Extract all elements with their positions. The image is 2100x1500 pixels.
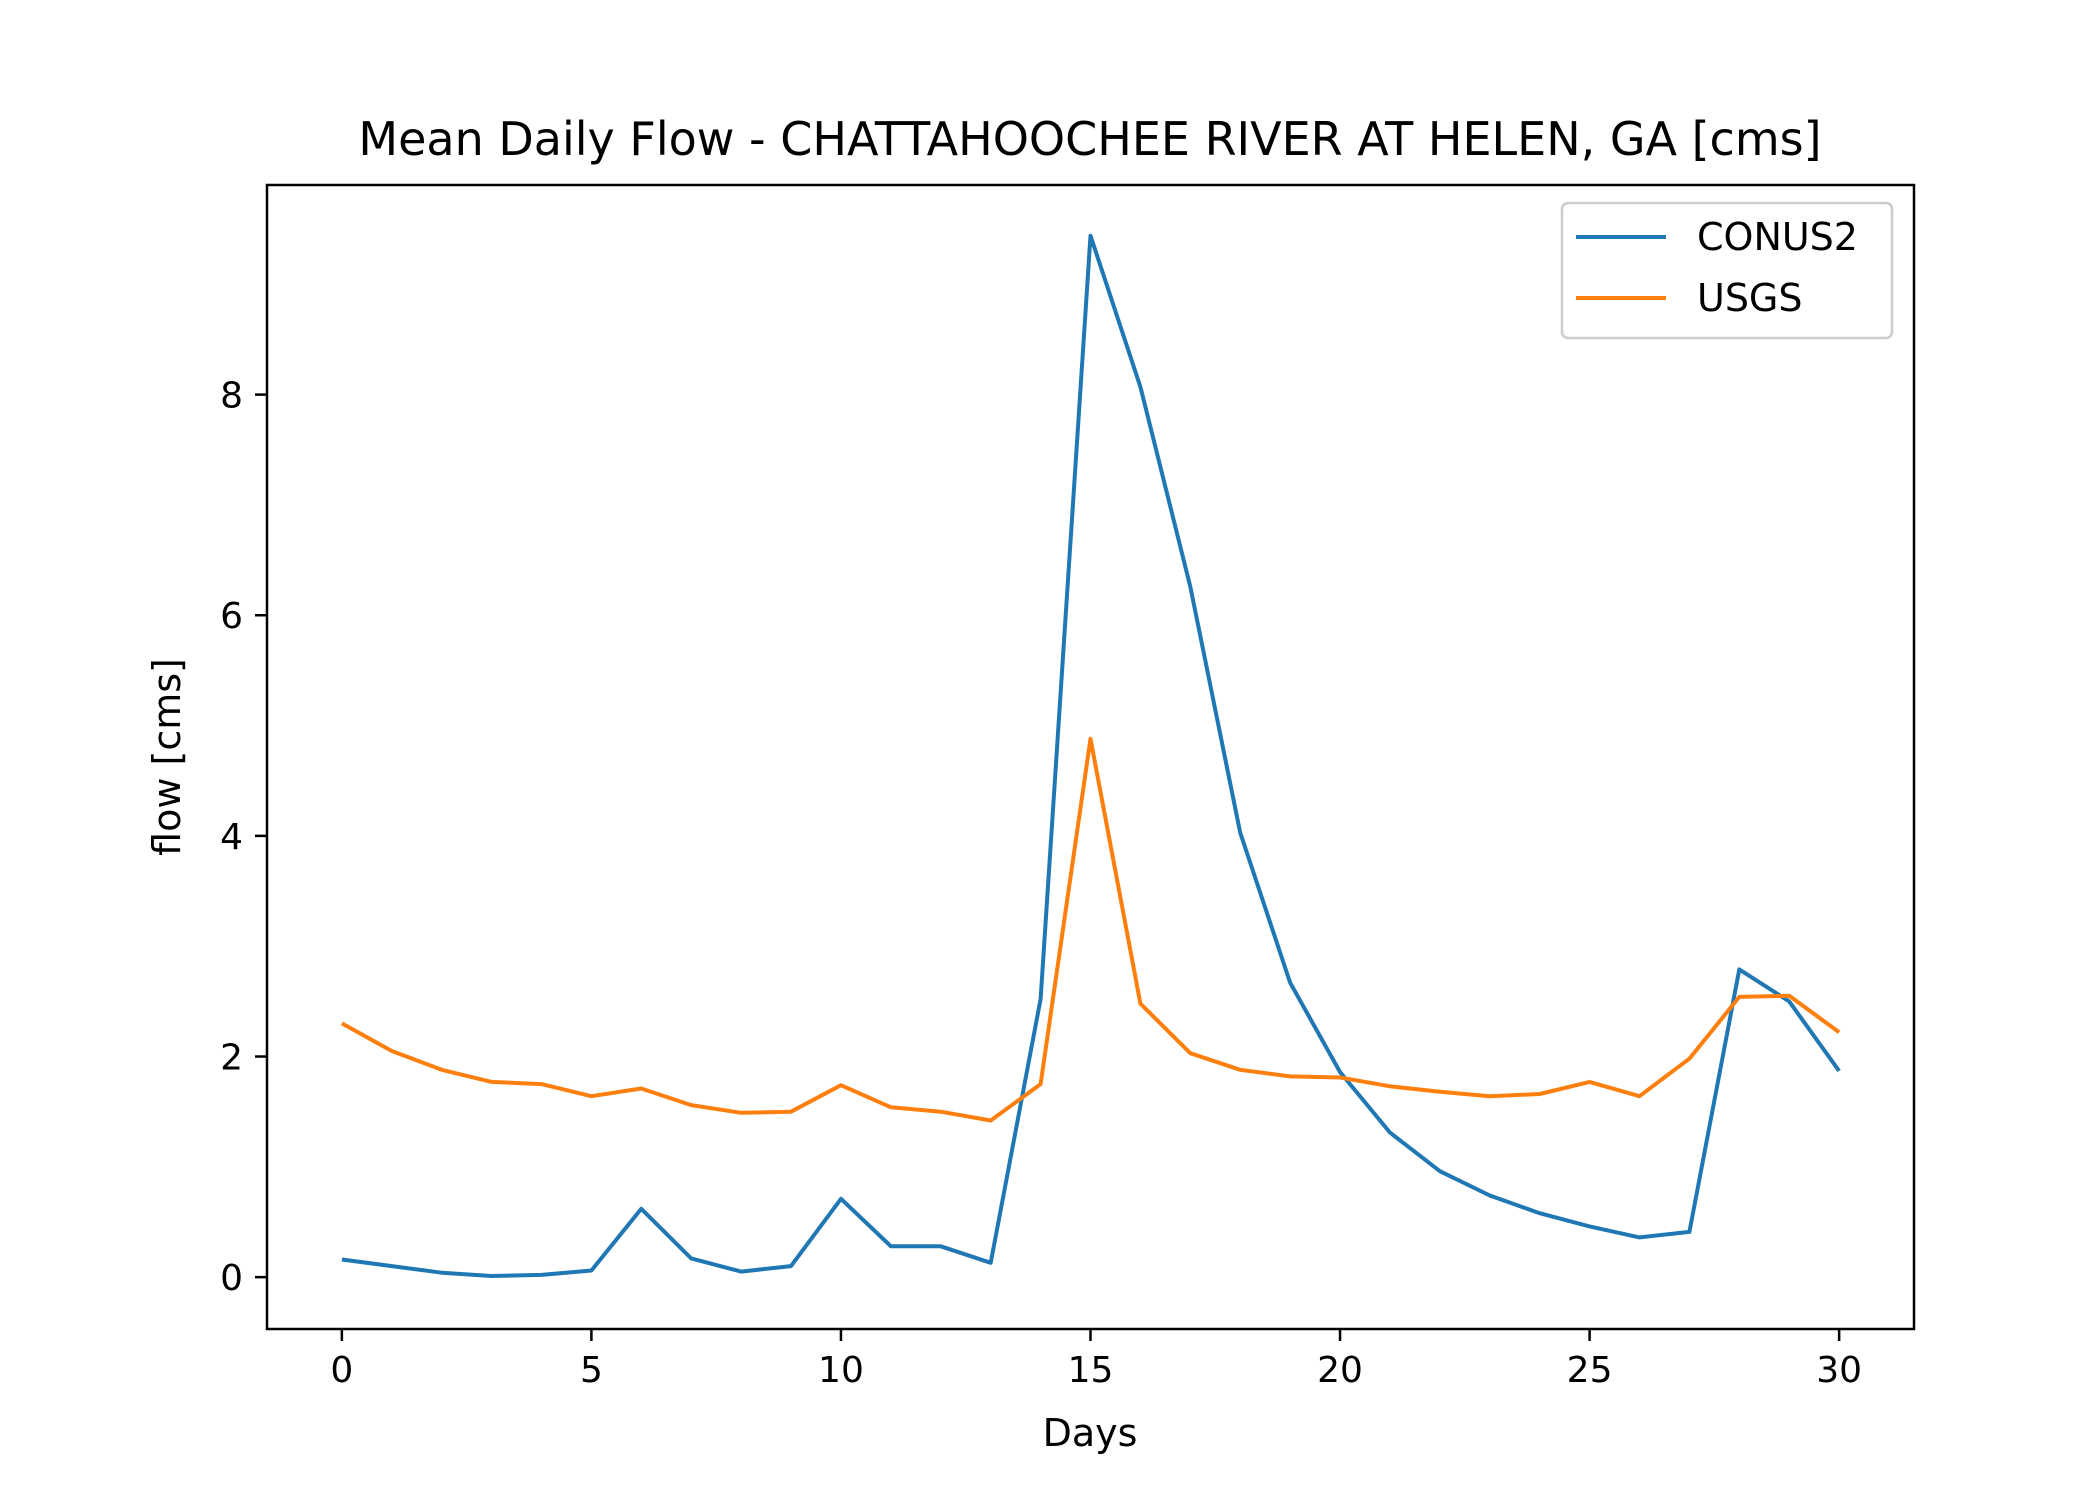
series-layer bbox=[340, 233, 1841, 1278]
y-tick-label: 8 bbox=[220, 376, 243, 417]
x-tick-label: 0 bbox=[330, 1350, 353, 1391]
x-tick-label: 10 bbox=[818, 1350, 864, 1391]
x-tick-label: 5 bbox=[580, 1350, 603, 1391]
y-tick-label: 0 bbox=[220, 1258, 243, 1299]
series-line-usgs bbox=[340, 736, 1841, 1123]
legend-label-conus2: CONUS2 bbox=[1697, 215, 1858, 259]
legend-label-usgs: USGS bbox=[1697, 276, 1803, 320]
series-line-conus2 bbox=[341, 233, 1841, 1278]
plot-frame bbox=[265, 183, 1916, 1331]
y-axis-label: flow [cms] bbox=[145, 658, 189, 856]
x-tick-label: 20 bbox=[1317, 1350, 1363, 1391]
y-tick-label: 6 bbox=[220, 596, 243, 637]
y-tick-label: 4 bbox=[220, 817, 243, 858]
x-tick-label: 30 bbox=[1816, 1350, 1862, 1391]
chart-title: Mean Daily Flow - CHATTAHOOCHEE RIVER AT… bbox=[358, 112, 1821, 166]
y-tick-label: 2 bbox=[220, 1038, 243, 1079]
x-tick-label: 25 bbox=[1567, 1350, 1613, 1391]
ticks-layer: 0 5 10 15 20 25 30 0 2 4 6 8 bbox=[220, 376, 1862, 1391]
x-tick-label: 15 bbox=[1068, 1350, 1114, 1391]
legend: CONUS2 USGS bbox=[1560, 201, 1894, 340]
x-axis-label: Days bbox=[1043, 1411, 1138, 1455]
